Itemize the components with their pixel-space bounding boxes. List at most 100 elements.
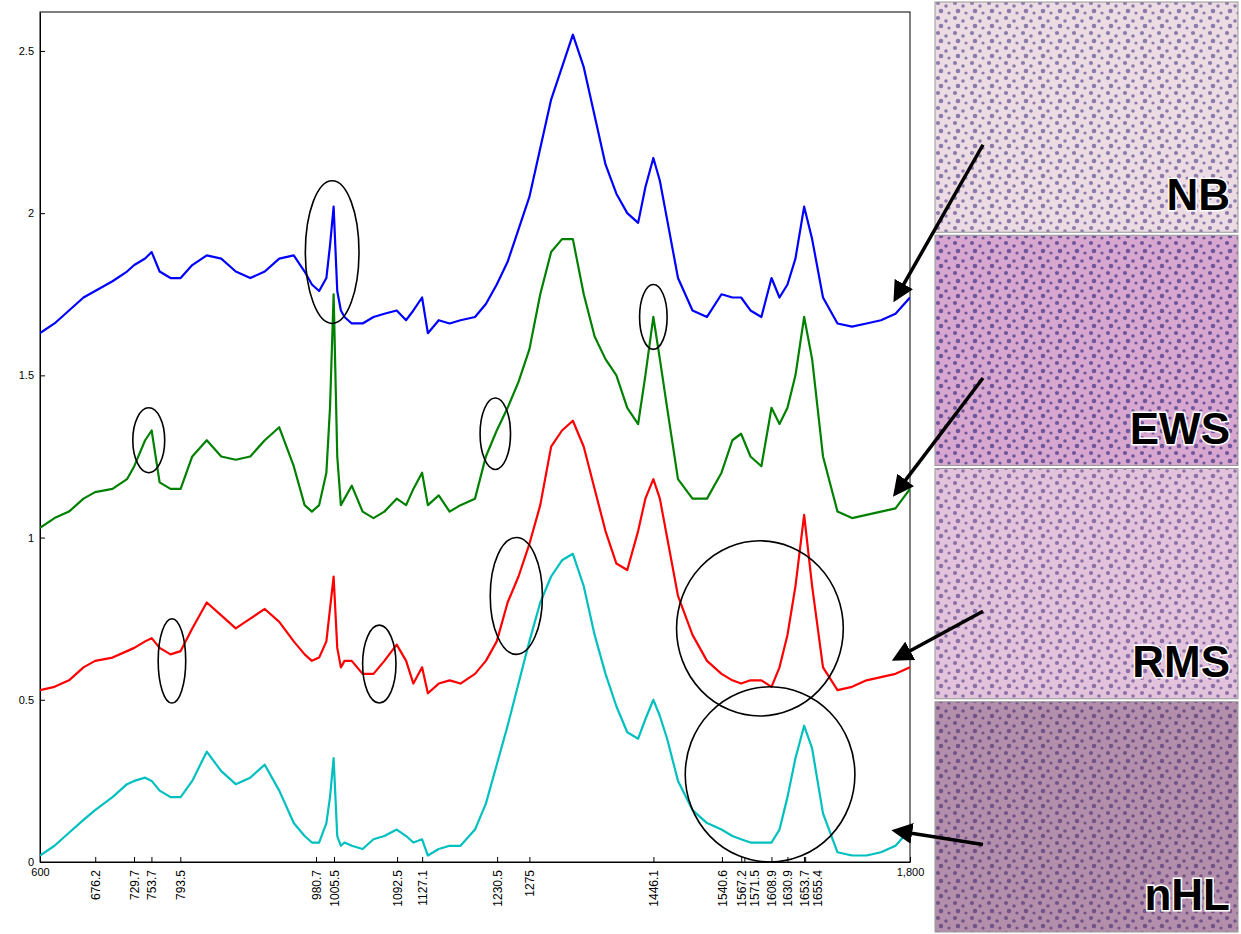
x-tick: 1540.6 bbox=[716, 857, 730, 907]
x-tick: 1608.9 bbox=[765, 857, 779, 907]
panel-label: nHL bbox=[1144, 870, 1230, 919]
x-tick-mark bbox=[151, 857, 152, 862]
x-tick-mark bbox=[180, 857, 181, 862]
highlight-ellipse bbox=[677, 541, 844, 716]
y-tick-label: 2 bbox=[28, 207, 34, 219]
x-tick-label: 753.7 bbox=[145, 870, 159, 900]
x-tick-mark bbox=[529, 857, 530, 862]
y-tick-mark bbox=[40, 700, 45, 701]
x-axis-line bbox=[41, 862, 911, 863]
x-tick: 1446.1 bbox=[647, 857, 661, 907]
highlight-ellipse bbox=[363, 625, 396, 703]
x-tick-label: 1275 bbox=[523, 870, 537, 897]
spectrum-line bbox=[40, 554, 910, 856]
histology-panels: NBEWSRMSnHL bbox=[935, 2, 1238, 932]
x-tick-mark bbox=[316, 857, 317, 862]
pointer-arrow bbox=[896, 611, 984, 659]
x-tick: 1092.5 bbox=[391, 857, 405, 907]
spectrum-line bbox=[40, 421, 910, 694]
x-tick: 1127.1 bbox=[416, 857, 430, 906]
x-tick: 676.2 bbox=[89, 857, 103, 900]
y-tick-mark bbox=[40, 375, 45, 376]
histology-image bbox=[935, 469, 1238, 699]
x-tick-label: 1446.1 bbox=[647, 870, 661, 907]
x-tick: 1630.9 bbox=[781, 857, 795, 907]
highlight-ellipse bbox=[480, 398, 510, 469]
y-tick-label: 2.5 bbox=[19, 45, 34, 57]
y-tick-label: 0.5 bbox=[19, 694, 34, 706]
x-tick-label: 1630.9 bbox=[781, 870, 795, 907]
x-tick-mark bbox=[397, 857, 398, 862]
highlight-ellipse bbox=[490, 538, 542, 655]
plot-frame bbox=[40, 12, 910, 862]
x-tick: 980.7 bbox=[310, 857, 324, 900]
x-tick-label: 1127.1 bbox=[416, 870, 430, 906]
spectrum-line bbox=[40, 239, 910, 528]
y-tick-mark bbox=[40, 51, 45, 52]
x-tick-label: 1653.7 bbox=[798, 870, 812, 907]
spectrum-line bbox=[40, 35, 910, 333]
y-axis-line bbox=[40, 13, 41, 863]
y-tick-label: 1 bbox=[28, 532, 34, 544]
chart-svg: 00.511.522.5600676.2729.7753.7793.5980.7… bbox=[0, 0, 1241, 934]
pointer-arrow bbox=[896, 145, 984, 299]
x-tick-label: 793.5 bbox=[174, 870, 188, 900]
x-tick-mark bbox=[334, 857, 335, 862]
x-tick-label: 1540.6 bbox=[716, 870, 730, 907]
highlight-ellipse bbox=[133, 408, 165, 473]
y-tick: 0.5 bbox=[19, 694, 45, 706]
y-tick-mark bbox=[40, 213, 45, 214]
y-tick-mark bbox=[40, 538, 45, 539]
x-tick-mark bbox=[653, 857, 654, 862]
x-tick-label: 1092.5 bbox=[391, 870, 405, 907]
x-tick: 1005.5 bbox=[328, 857, 342, 907]
x-tick-label: 1571.5 bbox=[748, 870, 762, 907]
plot-area bbox=[40, 35, 910, 862]
x-tick-label: 729.7 bbox=[128, 870, 142, 900]
x-tick: 1,800 bbox=[897, 857, 925, 878]
x-tick-mark bbox=[805, 857, 806, 862]
x-tick-mark bbox=[910, 857, 911, 862]
highlight-ellipse bbox=[640, 285, 668, 350]
x-tick-mark bbox=[40, 857, 41, 862]
x-tick-mark bbox=[804, 857, 805, 862]
x-tick: 1653.7 bbox=[798, 857, 812, 907]
x-tick-label: 1230.5 bbox=[491, 870, 505, 907]
y-tick: 2 bbox=[28, 207, 45, 219]
pointer-arrow bbox=[896, 378, 984, 493]
x-tick-mark bbox=[497, 857, 498, 862]
histology-image bbox=[935, 2, 1238, 232]
x-tick: 1655.4 bbox=[806, 857, 825, 907]
chart-container: 00.511.522.5600676.2729.7753.7793.5980.7… bbox=[0, 0, 1241, 934]
highlight-ellipse bbox=[685, 687, 855, 862]
x-tick: 1571.5 bbox=[745, 857, 762, 907]
x-tick: 600 bbox=[31, 857, 49, 878]
x-tick-label: 600 bbox=[31, 866, 49, 878]
histology-image bbox=[935, 235, 1238, 465]
x-tick-mark bbox=[95, 857, 96, 862]
x-axis: 600 676.2 729.7753.7 793.5 980.7 1005.5 1092.5… bbox=[31, 857, 924, 907]
x-tick: 729.7 bbox=[128, 857, 142, 900]
x-tick-label: 676.2 bbox=[89, 870, 103, 900]
x-tick-mark bbox=[722, 857, 723, 862]
x-tick-label: 1608.9 bbox=[765, 870, 779, 907]
x-tick-mark bbox=[422, 857, 423, 862]
x-tick: 793.5 bbox=[174, 857, 188, 900]
x-tick-mark bbox=[134, 857, 135, 862]
highlight-ellipse bbox=[158, 619, 186, 703]
y-tick: 2.5 bbox=[19, 45, 45, 57]
y-tick: 1.5 bbox=[19, 369, 45, 381]
panel-label: EWS bbox=[1130, 404, 1230, 453]
x-tick: 753.7 bbox=[145, 857, 159, 900]
highlight-ellipse bbox=[305, 181, 359, 324]
panel-label: RMS bbox=[1132, 637, 1230, 686]
x-tick-label: 1,800 bbox=[897, 866, 925, 878]
x-tick-label: 1005.5 bbox=[328, 870, 342, 907]
pointer-arrow bbox=[896, 831, 984, 845]
x-tick: 1275 bbox=[523, 857, 537, 897]
x-tick-label: 1655.4 bbox=[811, 870, 825, 907]
y-tick: 1 bbox=[28, 532, 45, 544]
y-axis: 00.511.522.5 bbox=[19, 13, 45, 869]
x-tick-label: 980.7 bbox=[310, 870, 324, 900]
y-tick-label: 1.5 bbox=[19, 369, 34, 381]
